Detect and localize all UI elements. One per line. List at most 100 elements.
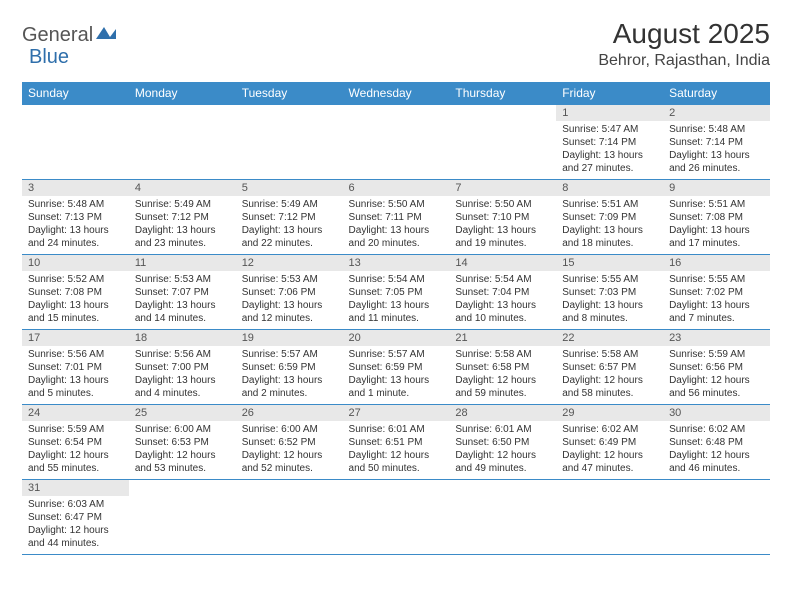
cell-body: Sunrise: 5:55 AMSunset: 7:02 PMDaylight:… — [663, 271, 770, 329]
day-header-row: SundayMondayTuesdayWednesdayThursdayFrid… — [22, 82, 770, 105]
cell-line-d2: and 47 minutes. — [562, 462, 657, 475]
cell-line-d1: Daylight: 13 hours — [455, 224, 550, 237]
calendar-cell-empty — [22, 105, 129, 180]
cell-line-d2: and 11 minutes. — [349, 312, 444, 325]
cell-line-d2: and 52 minutes. — [242, 462, 337, 475]
cell-line-ss: Sunset: 6:54 PM — [28, 436, 123, 449]
calendar-cell-empty — [343, 480, 450, 555]
calendar-cell-empty — [663, 480, 770, 555]
day-number: 24 — [22, 405, 129, 421]
cell-line-ss: Sunset: 7:02 PM — [669, 286, 764, 299]
calendar-cell: 7Sunrise: 5:50 AMSunset: 7:10 PMDaylight… — [449, 180, 556, 255]
calendar-cell: 13Sunrise: 5:54 AMSunset: 7:05 PMDayligh… — [343, 255, 450, 330]
logo-sub: Blue — [28, 46, 69, 69]
cell-line-d1: Daylight: 13 hours — [562, 149, 657, 162]
cell-line-d1: Daylight: 13 hours — [669, 299, 764, 312]
cell-line-sr: Sunrise: 5:59 AM — [669, 348, 764, 361]
calendar-cell: 8Sunrise: 5:51 AMSunset: 7:09 PMDaylight… — [556, 180, 663, 255]
calendar-cell: 23Sunrise: 5:59 AMSunset: 6:56 PMDayligh… — [663, 330, 770, 405]
cell-line-sr: Sunrise: 5:55 AM — [562, 273, 657, 286]
cell-line-ss: Sunset: 7:10 PM — [455, 211, 550, 224]
cell-line-d2: and 5 minutes. — [28, 387, 123, 400]
cell-line-ss: Sunset: 7:14 PM — [562, 136, 657, 149]
cell-line-sr: Sunrise: 6:01 AM — [349, 423, 444, 436]
day-number: 21 — [449, 330, 556, 346]
cell-body: Sunrise: 5:49 AMSunset: 7:12 PMDaylight:… — [236, 196, 343, 254]
cell-line-sr: Sunrise: 5:54 AM — [455, 273, 550, 286]
cell-line-d1: Daylight: 13 hours — [242, 299, 337, 312]
cell-body: Sunrise: 5:50 AMSunset: 7:11 PMDaylight:… — [343, 196, 450, 254]
calendar-cell: 25Sunrise: 6:00 AMSunset: 6:53 PMDayligh… — [129, 405, 236, 480]
cell-line-d2: and 49 minutes. — [455, 462, 550, 475]
day-number: 2 — [663, 105, 770, 121]
day-number: 6 — [343, 180, 450, 196]
cell-line-sr: Sunrise: 5:58 AM — [455, 348, 550, 361]
day-number: 20 — [343, 330, 450, 346]
cell-body: Sunrise: 6:03 AMSunset: 6:47 PMDaylight:… — [22, 496, 129, 554]
page-subtitle: Behror, Rajasthan, India — [598, 52, 770, 70]
calendar-row: 3Sunrise: 5:48 AMSunset: 7:13 PMDaylight… — [22, 180, 770, 255]
cell-body: Sunrise: 5:51 AMSunset: 7:08 PMDaylight:… — [663, 196, 770, 254]
calendar-cell: 27Sunrise: 6:01 AMSunset: 6:51 PMDayligh… — [343, 405, 450, 480]
day-number: 12 — [236, 255, 343, 271]
cell-body: Sunrise: 5:54 AMSunset: 7:05 PMDaylight:… — [343, 271, 450, 329]
calendar-cell: 24 Sunrise: 5:59 AMSunset: 6:54 PMDayligh… — [22, 405, 129, 480]
calendar-table: SundayMondayTuesdayWednesdayThursdayFrid… — [22, 82, 770, 555]
cell-line-d1: Daylight: 12 hours — [562, 374, 657, 387]
cell-line-d2: and 12 minutes. — [242, 312, 337, 325]
cell-body: Sunrise: 5:57 AMSunset: 6:59 PMDaylight:… — [343, 346, 450, 404]
day-number: 4 — [129, 180, 236, 196]
calendar-cell: 30Sunrise: 6:02 AMSunset: 6:48 PMDayligh… — [663, 405, 770, 480]
calendar-cell: 9Sunrise: 5:51 AMSunset: 7:08 PMDaylight… — [663, 180, 770, 255]
cell-line-ss: Sunset: 6:59 PM — [242, 361, 337, 374]
day-number: 22 — [556, 330, 663, 346]
cell-line-sr: Sunrise: 5:53 AM — [242, 273, 337, 286]
cell-line-d1: Daylight: 13 hours — [562, 299, 657, 312]
cell-body: Sunrise: 5:58 AMSunset: 6:58 PMDaylight:… — [449, 346, 556, 404]
calendar-cell: 10Sunrise: 5:52 AMSunset: 7:08 PMDayligh… — [22, 255, 129, 330]
day-number: 5 — [236, 180, 343, 196]
cell-body: Sunrise: 5:56 AMSunset: 7:01 PMDaylight:… — [22, 346, 129, 404]
page-title: August 2025 — [598, 18, 770, 50]
cell-line-d1: Daylight: 13 hours — [28, 224, 123, 237]
cell-line-d2: and 59 minutes. — [455, 387, 550, 400]
cell-line-ss: Sunset: 7:12 PM — [135, 211, 230, 224]
calendar-cell: 29Sunrise: 6:02 AMSunset: 6:49 PMDayligh… — [556, 405, 663, 480]
cell-line-sr: Sunrise: 6:03 AM — [28, 498, 123, 511]
cell-line-ss: Sunset: 7:07 PM — [135, 286, 230, 299]
cell-line-d2: and 26 minutes. — [669, 162, 764, 175]
calendar-cell: 6Sunrise: 5:50 AMSunset: 7:11 PMDaylight… — [343, 180, 450, 255]
calendar-row: 17Sunrise: 5:56 AMSunset: 7:01 PMDayligh… — [22, 330, 770, 405]
cell-body: Sunrise: 5:52 AMSunset: 7:08 PMDaylight:… — [22, 271, 129, 329]
cell-line-d1: Daylight: 12 hours — [669, 449, 764, 462]
cell-line-sr: Sunrise: 5:51 AM — [669, 198, 764, 211]
calendar-cell-empty — [129, 105, 236, 180]
calendar-cell: 5Sunrise: 5:49 AMSunset: 7:12 PMDaylight… — [236, 180, 343, 255]
cell-body: Sunrise: 5:55 AMSunset: 7:03 PMDaylight:… — [556, 271, 663, 329]
cell-line-d1: Daylight: 12 hours — [669, 374, 764, 387]
cell-line-d2: and 27 minutes. — [562, 162, 657, 175]
cell-line-sr: Sunrise: 5:49 AM — [135, 198, 230, 211]
cell-body: Sunrise: 5:47 AMSunset: 7:14 PMDaylight:… — [556, 121, 663, 179]
cell-line-d1: Daylight: 13 hours — [28, 374, 123, 387]
calendar-cell-empty — [449, 480, 556, 555]
cell-line-d2: and 14 minutes. — [135, 312, 230, 325]
cell-line-d2: and 50 minutes. — [349, 462, 444, 475]
cell-line-ss: Sunset: 7:11 PM — [349, 211, 444, 224]
cell-line-d1: Daylight: 13 hours — [135, 224, 230, 237]
calendar-cell: 3Sunrise: 5:48 AMSunset: 7:13 PMDaylight… — [22, 180, 129, 255]
logo-flag-icon — [96, 25, 118, 46]
cell-line-d2: and 10 minutes. — [455, 312, 550, 325]
cell-line-ss: Sunset: 7:13 PM — [28, 211, 123, 224]
calendar-cell: 26Sunrise: 6:00 AMSunset: 6:52 PMDayligh… — [236, 405, 343, 480]
cell-line-sr: Sunrise: 6:01 AM — [455, 423, 550, 436]
cell-line-d1: Daylight: 13 hours — [349, 224, 444, 237]
cell-line-d1: Daylight: 13 hours — [242, 224, 337, 237]
day-number: 16 — [663, 255, 770, 271]
day-header: Thursday — [449, 82, 556, 105]
day-header: Monday — [129, 82, 236, 105]
cell-line-sr: Sunrise: 5:59 AM — [28, 423, 123, 436]
day-number: 17 — [22, 330, 129, 346]
cell-line-ss: Sunset: 6:57 PM — [562, 361, 657, 374]
cell-line-d1: Daylight: 12 hours — [28, 449, 123, 462]
